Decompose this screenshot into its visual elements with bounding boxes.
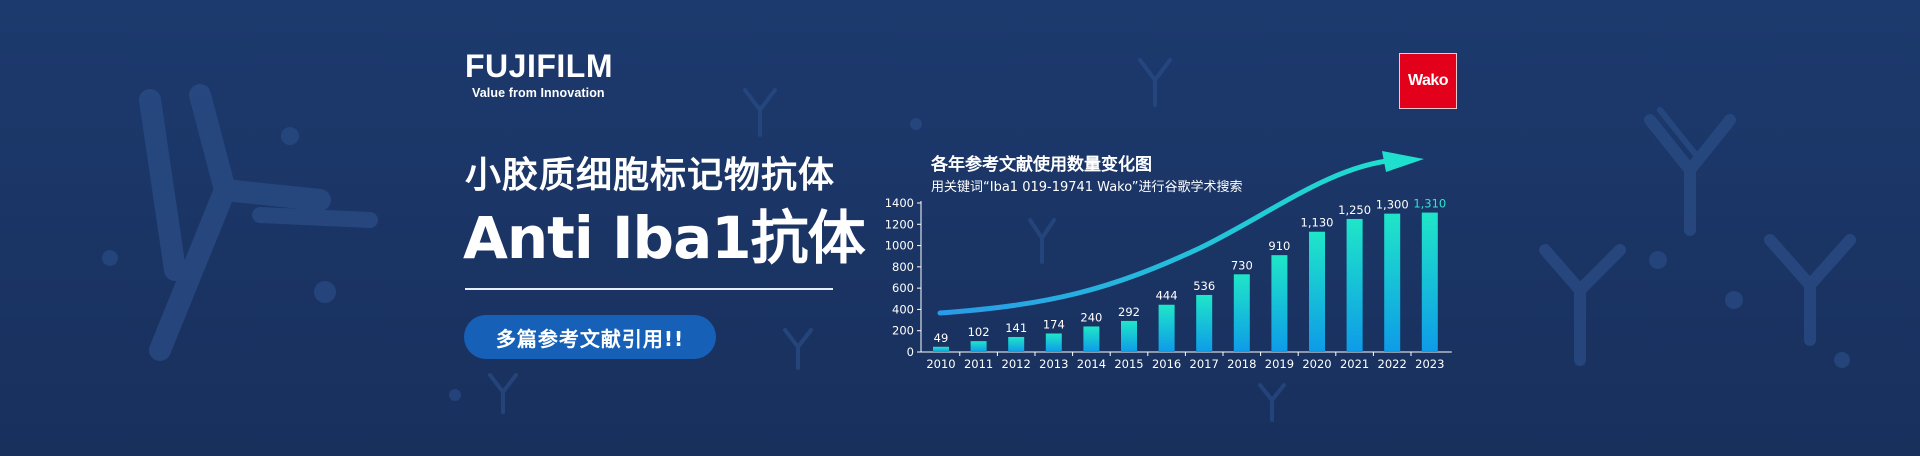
bar <box>1346 218 1363 352</box>
chart-bars <box>933 212 1438 352</box>
x-tick-label: 2022 <box>1378 357 1407 371</box>
trend-curve <box>937 157 1398 316</box>
y-tick-label: 1200 <box>885 217 914 231</box>
bar <box>1045 333 1062 352</box>
bar <box>1233 274 1250 352</box>
x-tick-label: 2020 <box>1302 357 1331 371</box>
bar <box>1421 212 1438 352</box>
bar <box>1008 336 1025 352</box>
bar <box>1384 213 1401 352</box>
x-tick-label: 2018 <box>1227 357 1256 371</box>
y-tick-label: 200 <box>892 324 914 338</box>
x-tick-label: 2010 <box>926 357 955 371</box>
bar <box>1158 304 1175 352</box>
trend-arrowhead <box>1382 151 1424 172</box>
x-tick-label: 2013 <box>1039 357 1068 371</box>
headline-divider <box>465 288 833 290</box>
bar-value-label: 141 <box>1005 321 1027 335</box>
bar <box>1309 231 1325 352</box>
y-tick-label: 1000 <box>885 239 914 253</box>
bar <box>1271 255 1288 352</box>
bar <box>933 346 949 352</box>
bar-value-label: 240 <box>1080 310 1102 324</box>
chart-axes <box>917 201 1452 356</box>
chart-subtitle: 用关键词“Iba1 019-19741 Wako”进行谷歌学术搜索 <box>931 180 1243 195</box>
bar-value-label: 910 <box>1268 239 1290 253</box>
x-tick-label: 2023 <box>1415 357 1444 371</box>
y-tick-label: 800 <box>892 260 914 274</box>
y-tick-label: 0 <box>907 345 914 359</box>
bar-value-label: 102 <box>968 325 990 339</box>
bar-value-label: 292 <box>1118 305 1140 319</box>
headline-product: Anti Iba1抗体 <box>463 204 866 272</box>
y-tick-label: 400 <box>892 302 914 316</box>
wako-logo: Wako <box>1399 53 1457 109</box>
chart-labels: 0 200 400 600 800 1000 1200 1400 49 2010 102 2011 14… <box>885 196 1447 371</box>
x-tick-label: 2019 <box>1265 357 1294 371</box>
y-tick-label: 1400 <box>885 196 914 210</box>
bar-value-label: 1,310 <box>1413 197 1446 211</box>
x-tick-label: 2014 <box>1077 357 1106 371</box>
x-tick-label: 2011 <box>964 357 993 371</box>
chart-title: 各年参考文献使用数量变化图 <box>931 155 1152 175</box>
bar-value-label: 1,300 <box>1376 198 1409 212</box>
bar-value-label: 174 <box>1043 317 1065 331</box>
bar-value-label: 1,130 <box>1301 216 1334 230</box>
bar <box>1196 294 1213 352</box>
headline-primary: 小胶质细胞标记物抗体 <box>465 155 836 196</box>
bar-value-label: 730 <box>1231 258 1253 272</box>
bar <box>1083 326 1100 352</box>
x-tick-label: 2021 <box>1340 357 1369 371</box>
x-tick-label: 2015 <box>1114 357 1143 371</box>
x-tick-label: 2017 <box>1190 357 1219 371</box>
x-tick-label: 2016 <box>1152 357 1181 371</box>
bar-value-label: 536 <box>1193 279 1215 293</box>
citation-badge: 多篇参考文献引用!! <box>464 315 716 359</box>
bar <box>970 341 987 352</box>
bar-value-label: 49 <box>934 331 949 345</box>
bar <box>1121 320 1137 352</box>
fujifilm-wordmark: FUJIFILM <box>465 48 613 84</box>
trend-arrow <box>937 151 1424 316</box>
fujifilm-tagline: Value from Innovation <box>472 86 605 100</box>
fujifilm-logo: FUJIFILM Value from Innovation <box>465 50 613 100</box>
y-tick-label: 600 <box>892 281 914 295</box>
bar-value-label: 444 <box>1156 289 1178 303</box>
x-tick-label: 2012 <box>1002 357 1031 371</box>
bar-value-label: 1,250 <box>1338 203 1371 217</box>
